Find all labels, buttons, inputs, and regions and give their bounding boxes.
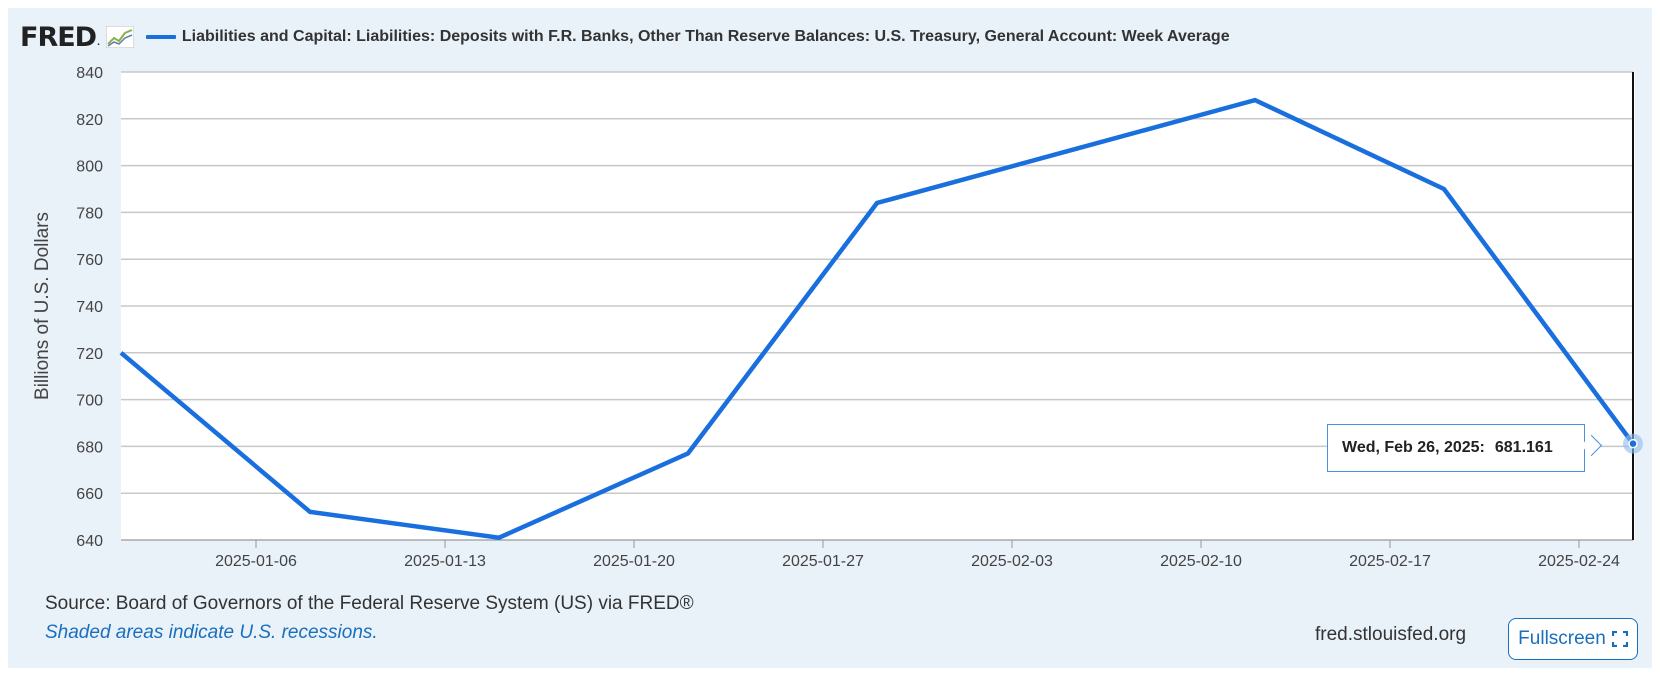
site-link[interactable]: fred.stlouisfed.org	[1315, 624, 1467, 645]
tooltip-date: Wed, Feb 26, 2025:	[1342, 439, 1485, 456]
x-tick-label: 2025-01-20	[593, 553, 675, 570]
y-tick-label: 720	[76, 346, 103, 363]
fred-graph-icon	[105, 26, 134, 48]
data-tooltip: Wed, Feb 26, 2025: 681.161	[1327, 424, 1585, 472]
y-tick-label: 640	[76, 533, 103, 550]
series-line	[119, 97, 1635, 541]
y-tick-label: 840	[76, 65, 103, 82]
x-tick-label: 2025-01-27	[782, 553, 864, 570]
fullscreen-icon	[1611, 631, 1628, 647]
y-axis-ticks: 640 660 680 700 720 740 760 780 800 820 840	[76, 65, 103, 550]
y-tick-label: 680	[76, 439, 103, 456]
y-tick-label: 740	[76, 299, 103, 316]
chart-header: FRED . Liabilities and Capital: Liabilit…	[20, 22, 1230, 52]
recession-note[interactable]: Shaded areas indicate U.S. recessions.	[45, 622, 378, 643]
x-tick-label: 2025-02-03	[971, 553, 1053, 570]
fred-logo-dot: .	[97, 37, 100, 48]
legend-label: Liabilities and Capital: Liabilities: De…	[181, 28, 1230, 45]
tooltip-value: 681.161	[1494, 439, 1553, 456]
x-tick-label: 2025-01-13	[404, 553, 486, 570]
y-tick-label: 700	[76, 393, 103, 410]
x-axis-ticks: 2025-01-06 2025-01-13 2025-01-20 2025-01-27…	[121, 539, 1633, 570]
y-tick-label: 800	[76, 159, 103, 176]
fullscreen-label: Fullscreen	[1518, 628, 1606, 649]
x-tick-label: 2025-02-17	[1349, 553, 1431, 570]
fullscreen-button[interactable]: Fullscreen	[1508, 618, 1638, 660]
source-text: Source: Board of Governors of the Federa…	[45, 593, 694, 614]
x-tick-label: 2025-02-24	[1538, 553, 1620, 570]
fred-logo[interactable]: FRED	[20, 21, 97, 53]
x-tick-label: 2025-02-10	[1160, 553, 1242, 570]
gridlines	[121, 71, 1633, 541]
y-tick-label: 820	[76, 112, 103, 129]
legend-swatch	[145, 35, 176, 39]
y-axis-label: Billions of U.S. Dollars	[32, 212, 53, 400]
y-tick-label: 760	[76, 252, 103, 269]
x-tick-label: 2025-01-06	[215, 553, 297, 570]
hover-marker	[1628, 438, 1638, 449]
series-group	[119, 97, 1643, 541]
y-tick-label: 780	[76, 205, 103, 222]
y-tick-label: 660	[76, 486, 103, 503]
